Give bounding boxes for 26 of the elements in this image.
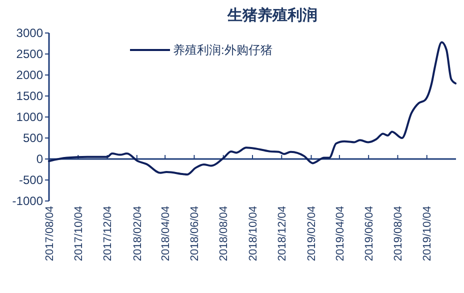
x-tick-label: 2017/12/04 [102,206,114,262]
x-tick-label: 2018/12/04 [276,206,288,262]
x-tick-label: 2018/02/04 [132,206,144,262]
y-tick-label: 0 [36,152,44,166]
x-tick-label: 2019/06/04 [363,206,376,262]
y-tick-label: 2500 [16,47,44,62]
x-tick-label: 2019/10/04 [422,206,434,262]
x-tick-label: 2018/10/04 [247,206,260,262]
x-tick-label: 2019/02/04 [306,206,318,262]
chart-title: 生猪养殖利润 [226,6,318,24]
legend-label: 养殖利润:外购仔猪 [173,43,272,58]
y-tick-label: 500 [22,131,44,146]
x-tick-label: 2019/04/04 [334,206,346,262]
y-tick-label: -1000 [12,194,44,208]
x-tick-label: 2017/08/04 [44,206,56,262]
x-tick-label: 2017/10/04 [72,206,85,262]
x-tick-label: 2018/04/04 [160,206,172,262]
line-series [48,41,457,176]
y-tick-label: -500 [18,173,44,188]
x-tick-label: 2018/08/04 [218,206,230,262]
y-tick-label: 1000 [16,110,44,124]
x-tick-label: 2019/08/04 [392,206,405,262]
y-tick-label: 3000 [16,26,44,40]
x-tick-label: 2018/06/04 [189,206,202,262]
y-tick-label: 2000 [16,68,44,82]
y-tick-label: 1500 [16,89,44,104]
